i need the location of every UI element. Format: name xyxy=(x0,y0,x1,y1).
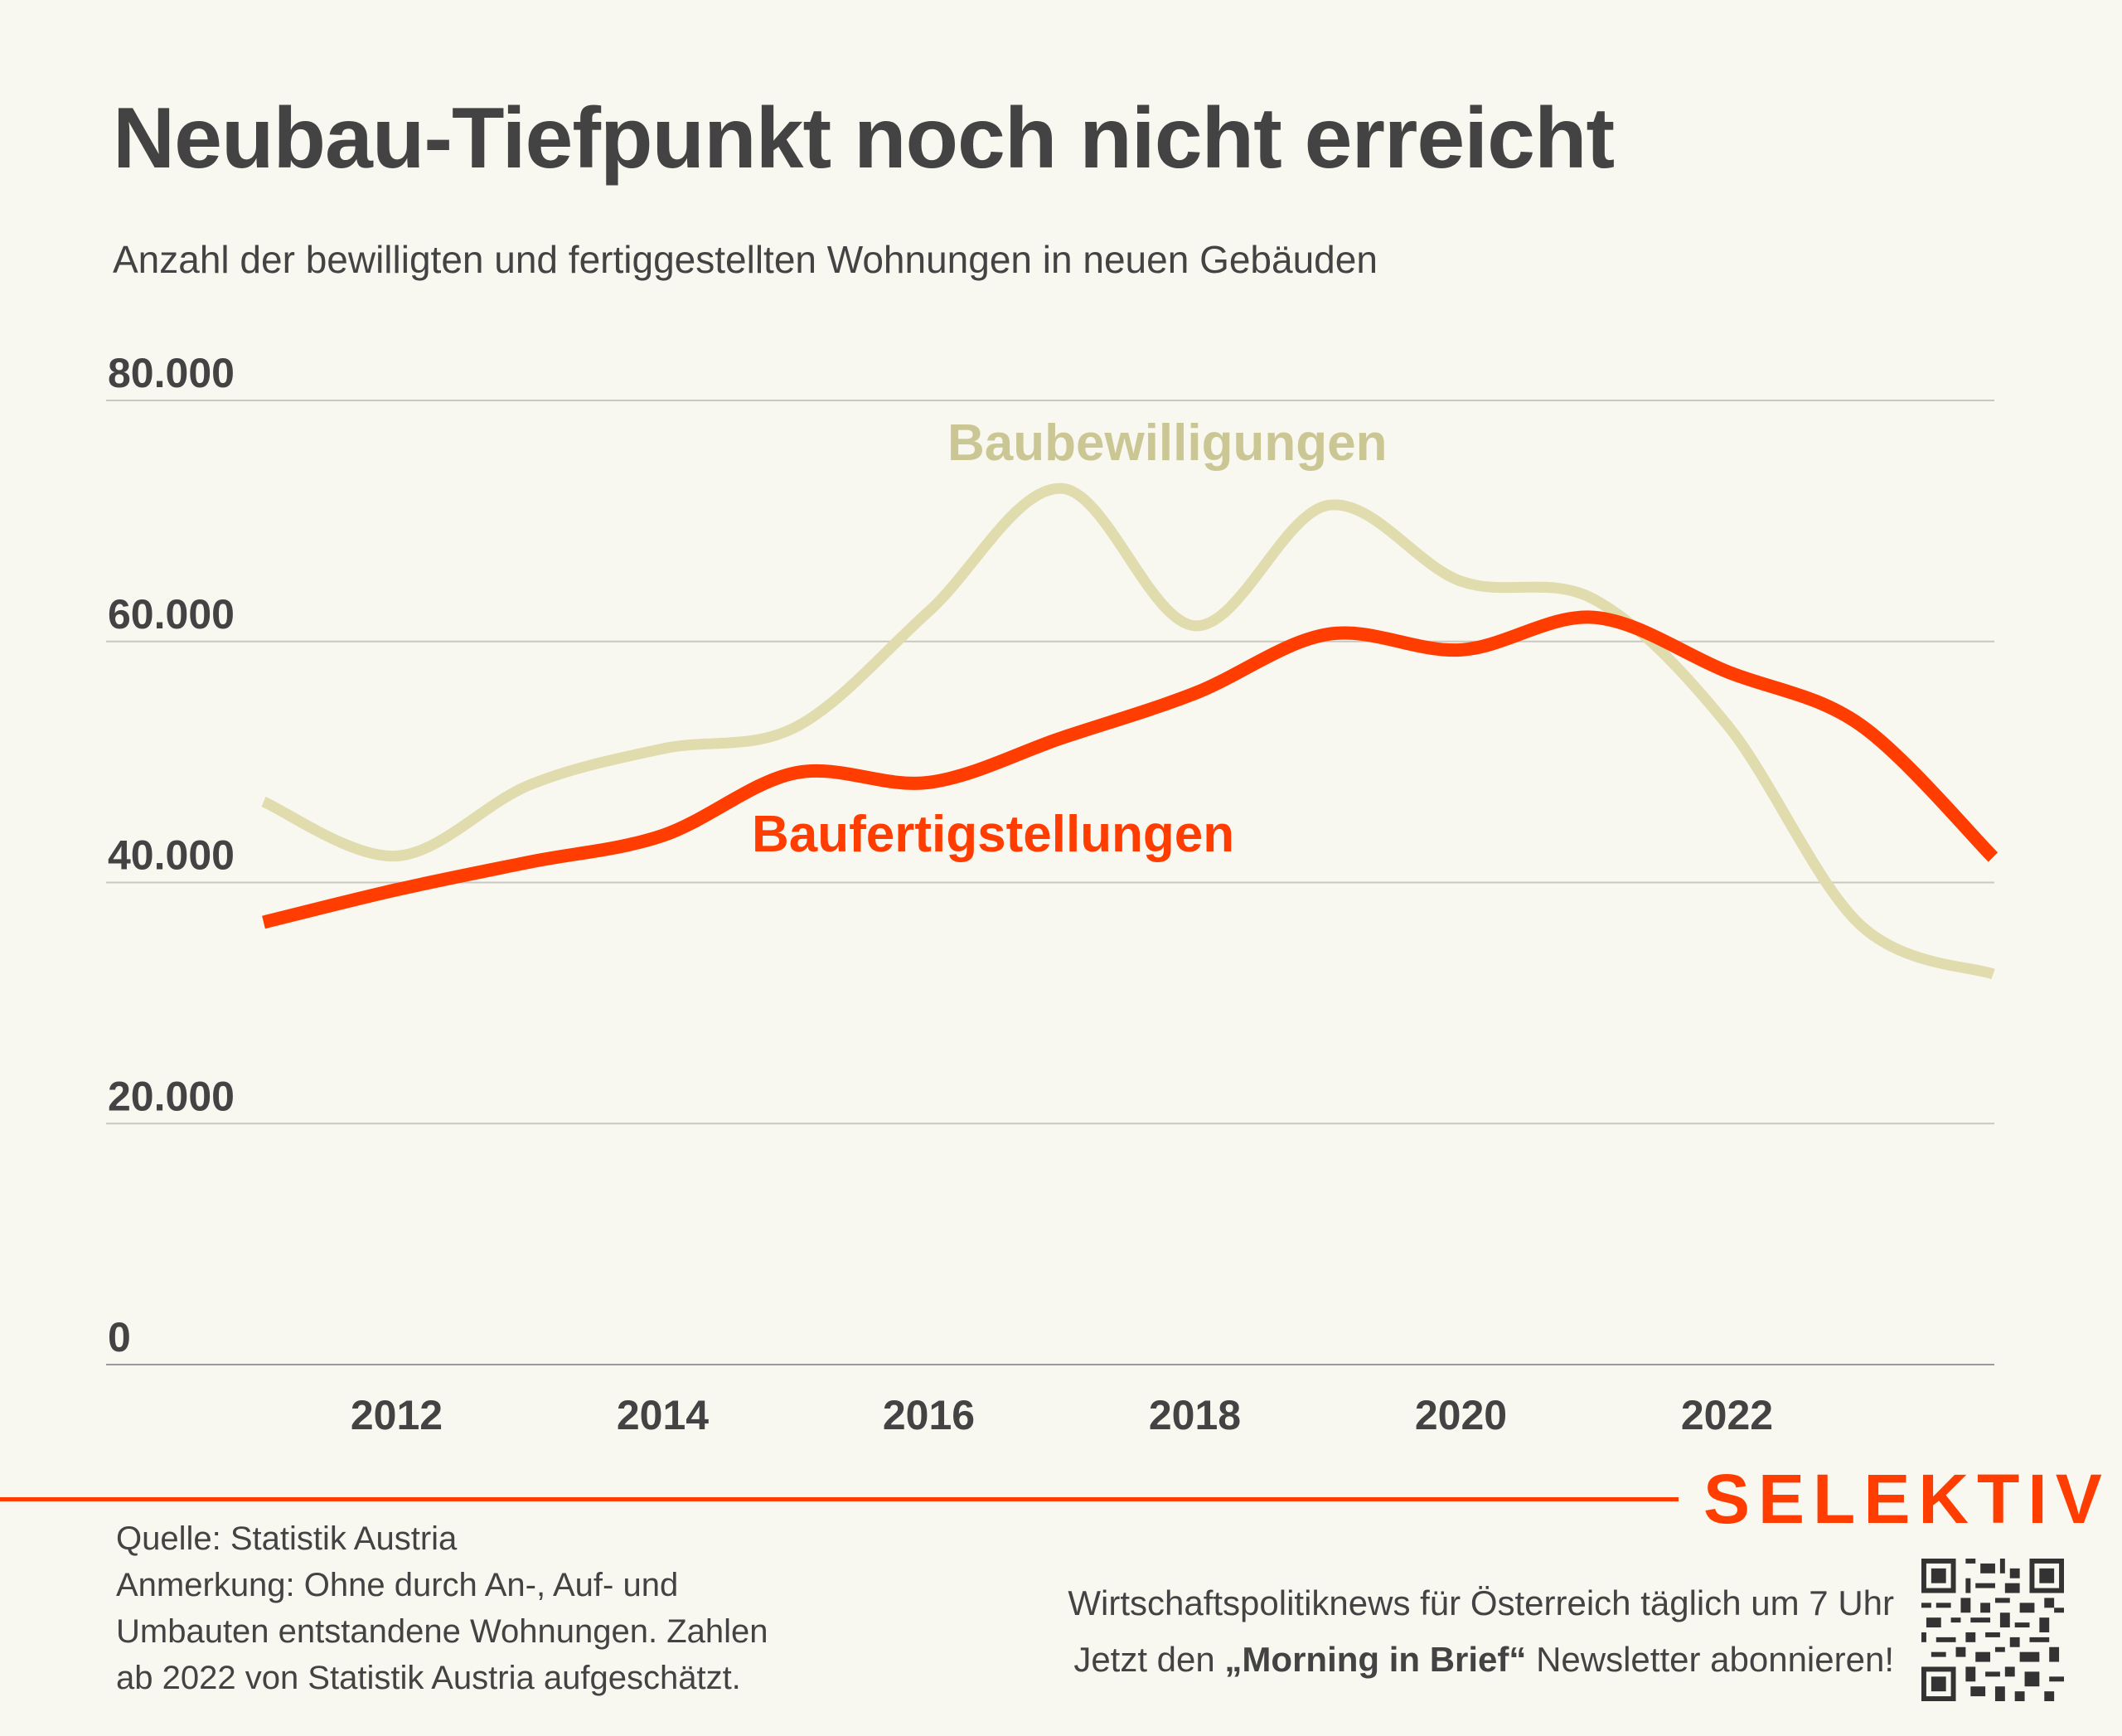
chart-title: Neubau-Tiefpunkt noch nicht erreicht xyxy=(113,90,1615,187)
y-tick-label: 40.000 xyxy=(108,832,235,879)
x-tick-label: 2018 xyxy=(1149,1392,1241,1438)
y-tick-label: 80.000 xyxy=(108,350,235,396)
x-tick-label: 2022 xyxy=(1681,1392,1773,1438)
note-line: Anmerkung: Ohne durch An-, Auf- und xyxy=(116,1567,679,1603)
qr-code-icon[interactable] xyxy=(1921,1559,2064,1701)
x-tick-label: 2016 xyxy=(883,1392,975,1438)
newsletter-name: „Morning in Brief“ xyxy=(1224,1640,1527,1679)
series-label-baufertigstellungen: Baufertigstellungen xyxy=(752,806,1234,863)
y-tick-label: 60.000 xyxy=(108,591,235,638)
note-line: Umbauten entstandene Wohnungen. Zahlen xyxy=(116,1613,768,1650)
series-label-baubewilligungen: Baubewilligungen xyxy=(947,415,1387,472)
x-tick-label: 2020 xyxy=(1415,1392,1507,1438)
y-tick-label: 0 xyxy=(108,1314,131,1360)
x-tick-label: 2014 xyxy=(617,1392,709,1438)
series-line-baufertigstellungen xyxy=(262,610,1998,929)
line-chart: 0 20.000 40.000 60.000 80.000 2012 2014 2016 20… xyxy=(106,350,1998,1438)
brand-logo: SELEKTIV xyxy=(1703,1460,2110,1538)
x-tick-label: 2012 xyxy=(351,1392,443,1438)
y-tick-label: 20.000 xyxy=(108,1073,235,1119)
promo-line-1: Wirtschaftspolitiknews für Österreich tä… xyxy=(1068,1583,1894,1622)
promo-text: Newsletter abonnieren! xyxy=(1526,1640,1894,1679)
source-text: Quelle: Statistik Austria xyxy=(116,1520,458,1557)
series-line-baubewilligungen xyxy=(261,482,1995,980)
note-line: ab 2022 von Statistik Austria aufgeschät… xyxy=(116,1660,741,1696)
promo-line-2[interactable]: Jetzt den „Morning in Brief“ Newsletter … xyxy=(1068,1632,1894,1688)
chart-subtitle: Anzahl der bewilligten und fertiggestell… xyxy=(113,238,1378,281)
newsletter-promo: Wirtschaftspolitiknews für Österreich tä… xyxy=(1068,1575,1894,1688)
promo-text: Jetzt den xyxy=(1073,1640,1225,1679)
source-notes: Quelle: Statistik Austria Anmerkung: Ohn… xyxy=(116,1515,904,1701)
footer-divider xyxy=(0,1497,1679,1501)
